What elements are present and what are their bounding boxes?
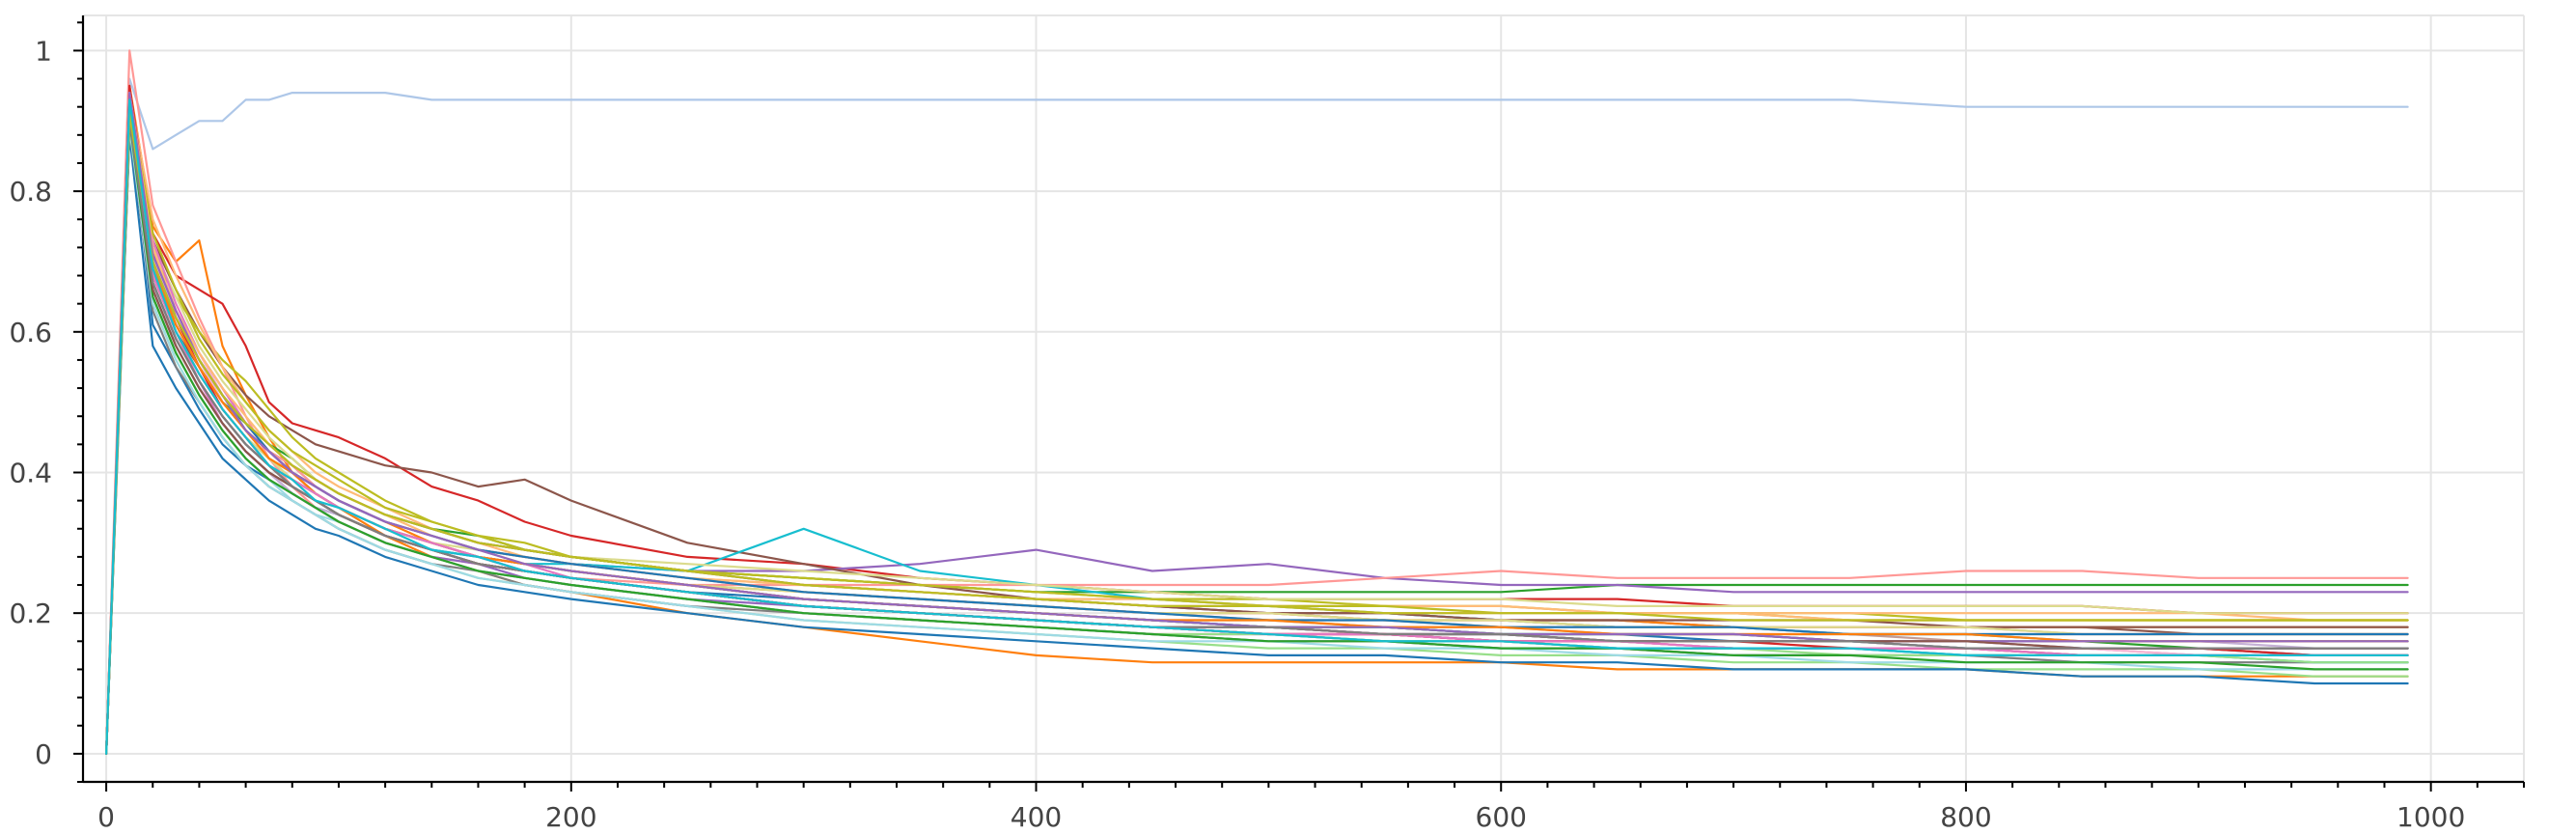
y-tick-label-3: 0.6: [9, 317, 52, 348]
series-line-35: [104, 120, 2409, 756]
series-line-12: [104, 126, 2409, 756]
series-line-9: [104, 120, 2409, 756]
series-line-29: [104, 105, 2409, 756]
axes-layer: [81, 15, 2524, 784]
series-line-1: [104, 105, 2409, 756]
series-line-19: [104, 133, 2409, 756]
series-line-44: [104, 120, 2409, 756]
y-tick-label-2: 0.4: [9, 457, 52, 488]
ticks-layer: [73, 21, 2525, 792]
series-line-11: [104, 49, 2409, 756]
y-tick-label-5: 1: [35, 35, 52, 67]
series-line-15: [104, 112, 2409, 756]
series-line-36: [104, 126, 2409, 756]
series-line-14: [104, 120, 2409, 756]
series-layer: [104, 49, 2409, 756]
x-tick-label-1: 200: [545, 801, 596, 833]
series-line-38: [104, 112, 2409, 756]
series-line-45: [104, 112, 2409, 756]
series-line-23: [104, 105, 2409, 756]
series-line-8: [104, 112, 2409, 756]
series-line-40: [104, 105, 2409, 756]
tick-labels-layer: 0 200 400 600 800 1000 0 0.2 0.4 0.6 0.8 1: [9, 35, 2465, 833]
series-line-10: [104, 105, 2409, 756]
series-line-33: [104, 105, 2409, 756]
series-line-46: [104, 98, 2409, 756]
series-line-30: [104, 120, 2409, 756]
series-line-6: [104, 105, 2409, 756]
series-line-17: [104, 105, 2409, 756]
series-line-0: [104, 77, 2409, 756]
x-tick-label-5: 1000: [2396, 801, 2465, 833]
x-tick-label-3: 600: [1476, 801, 1527, 833]
series-line-18: [104, 120, 2409, 756]
grid-layer: [83, 14, 2525, 782]
y-tick-label-1: 0.2: [9, 598, 52, 629]
x-tick-label-0: 0: [97, 801, 115, 833]
y-tick-label-0: 0: [35, 738, 52, 770]
series-line-21: [104, 112, 2409, 756]
series-line-3: [104, 120, 2409, 756]
series-line-28: [104, 112, 2409, 756]
series-line-39: [104, 120, 2409, 756]
series-line-42: [104, 112, 2409, 756]
x-tick-label-2: 400: [1011, 801, 1062, 833]
y-tick-label-4: 0.8: [9, 176, 52, 208]
series-line-43: [104, 105, 2409, 756]
x-tick-label-4: 800: [1940, 801, 1991, 833]
series-line-32: [104, 112, 2409, 756]
series-line-24: [104, 120, 2409, 756]
series-line-26: [104, 126, 2409, 756]
